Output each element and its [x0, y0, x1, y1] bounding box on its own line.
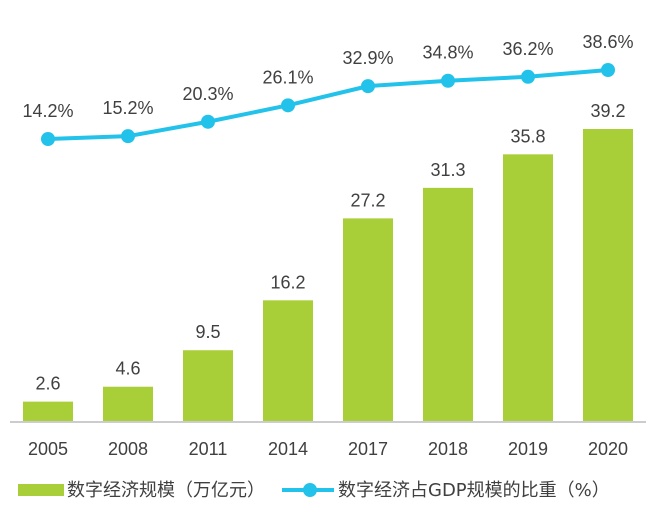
line-label-2020: 38.6%: [582, 32, 633, 52]
line-label-2019: 36.2%: [502, 39, 553, 59]
bar-value-labels: 2.6 4.6 9.5 16.2 27.2 31.3 35.8 39.2: [35, 101, 625, 394]
line-label-2005: 14.2%: [22, 101, 73, 121]
legend: 数字经济规模（万亿元） 数字经济占GDP规模的比重（%）: [18, 480, 610, 501]
x-tick-2017: 2017: [348, 439, 388, 459]
x-tick-2008: 2008: [108, 439, 148, 459]
x-tick-2005: 2005: [28, 439, 68, 459]
line-point-2019: [521, 69, 535, 84]
line-point-2020: [601, 63, 615, 77]
bar-2005: [23, 401, 73, 421]
legend-bar-label: 数字经济规模（万亿元）: [67, 480, 265, 501]
bar-label-2017: 27.2: [350, 190, 385, 210]
bar-label-2019: 35.8: [510, 126, 545, 146]
line-label-2017: 32.9%: [342, 48, 393, 68]
bar-label-2005: 2.6: [35, 374, 60, 394]
bar-label-2008: 4.6: [115, 359, 140, 379]
bar-2008: [103, 386, 153, 421]
bar-2011: [183, 350, 233, 421]
x-tick-labels: 2005 2008 2011 2014 2017 2018 2019 2020: [28, 439, 628, 459]
line-point-2008: [121, 129, 135, 144]
line-point-2018: [441, 73, 455, 88]
bar-2020: [583, 129, 633, 421]
bar-label-2020: 39.2: [590, 101, 625, 121]
legend-line-swatch-marker: [303, 483, 317, 497]
line-series: [41, 63, 615, 146]
legend-bar-swatch: [18, 484, 64, 496]
line-point-2011: [201, 114, 215, 129]
bar-2019: [503, 154, 553, 421]
line-value-labels: 14.2% 15.2% 20.3% 26.1% 32.9% 34.8% 36.2% 38.6%: [22, 32, 633, 121]
bar-2014: [263, 300, 313, 421]
bar-label-2011: 9.5: [195, 322, 220, 342]
line-point-2017: [361, 79, 375, 94]
x-tick-2020: 2020: [588, 439, 628, 459]
line-label-2014: 26.1%: [262, 67, 313, 87]
x-tick-2018: 2018: [428, 439, 468, 459]
legend-line-label: 数字经济占GDP规模的比重（%）: [338, 480, 610, 501]
bar-series: [23, 129, 633, 421]
x-tick-2014: 2014: [268, 439, 308, 459]
bar-2017: [343, 218, 393, 421]
x-tick-2019: 2019: [508, 439, 548, 459]
line-path: [47, 68, 609, 141]
line-label-2011: 20.3%: [182, 84, 233, 104]
line-label-2008: 15.2%: [102, 98, 153, 118]
line-point-2005: [41, 132, 55, 146]
bar-2018: [423, 187, 473, 421]
x-tick-2011: 2011: [189, 439, 228, 459]
bar-label-2018: 31.3: [430, 160, 465, 180]
bar-label-2014: 16.2: [270, 272, 305, 292]
line-label-2018: 34.8%: [422, 43, 473, 63]
line-point-2014: [281, 98, 295, 113]
